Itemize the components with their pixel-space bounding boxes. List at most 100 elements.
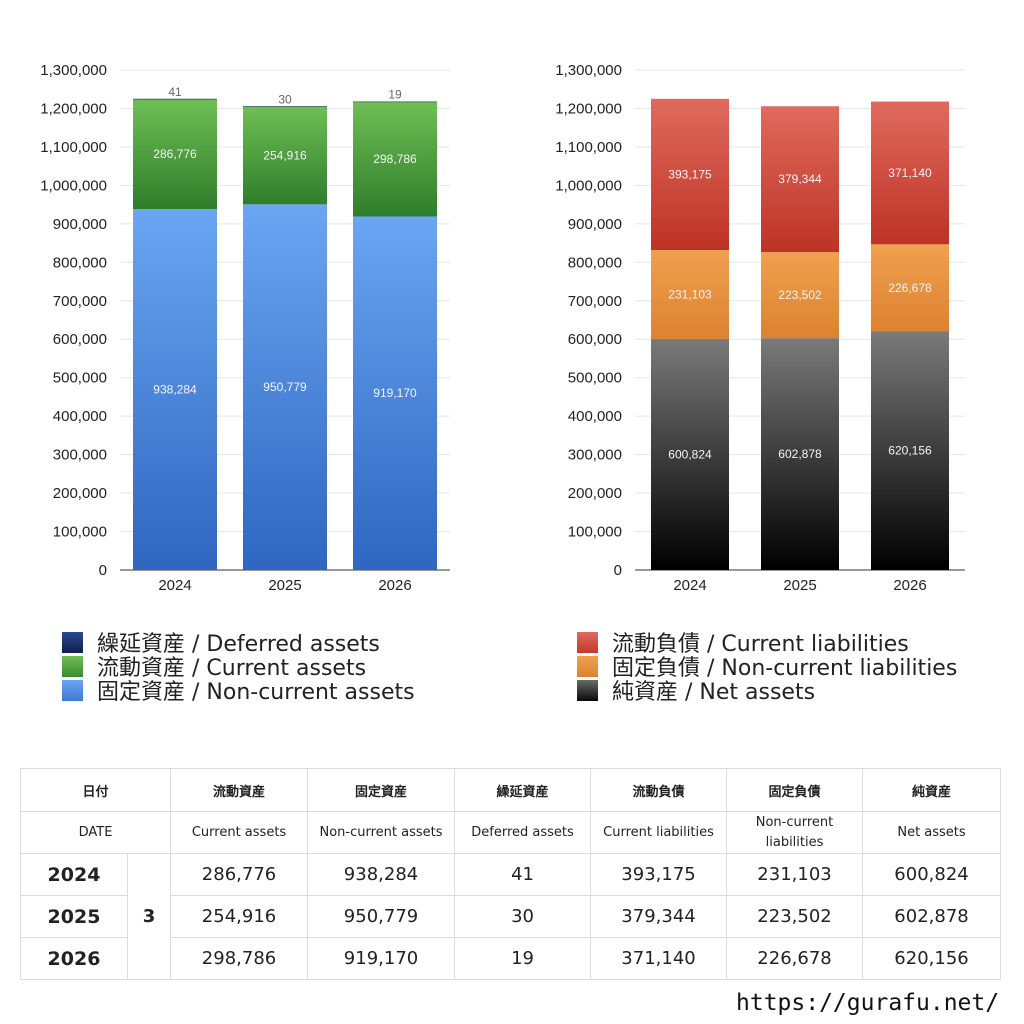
source-url: https://gurafu.net/ <box>736 990 1000 1016</box>
table-header-cell: Net assets <box>862 811 1002 854</box>
bar-segment <box>353 101 437 217</box>
assets-legend: 繰延資産 / Deferred assets 流動資産 / Current as… <box>62 630 415 705</box>
table-cell: 19 <box>454 937 592 980</box>
y-tick-label: 1,200,000 <box>555 100 622 117</box>
bar-segment <box>761 252 839 339</box>
bar-segment <box>133 98 217 100</box>
data-label: 371,140 <box>888 166 932 180</box>
table-cell: 223,502 <box>726 895 864 938</box>
table-header-row-jp: 日付 流動資産 固定資産 繰延資産 流動負債 固定負債 純資産 <box>19 768 1002 812</box>
table-cell: 393,175 <box>590 853 728 896</box>
table-cell: 620,156 <box>862 937 1002 980</box>
y-tick-label: 900,000 <box>53 216 107 233</box>
y-tick-label: 0 <box>614 562 622 579</box>
x-tick-label: 2025 <box>783 577 816 594</box>
data-label: 254,916 <box>263 148 307 162</box>
bar-segment <box>133 98 217 210</box>
data-label: 298,786 <box>373 152 417 166</box>
y-tick-label: 500,000 <box>53 370 107 387</box>
table-header-cell: 固定負債 <box>726 768 864 812</box>
bar-segment <box>651 98 729 251</box>
table-cell: 950,779 <box>307 895 456 938</box>
table-cell: 286,776 <box>170 853 309 896</box>
data-label: 30 <box>278 92 292 106</box>
table-header-cell: Current liabilities <box>590 811 728 854</box>
table-cell: 938,284 <box>307 853 456 896</box>
bar-segment <box>243 204 327 570</box>
table-cell: 226,678 <box>726 937 864 980</box>
data-label: 919,170 <box>373 386 417 400</box>
y-tick-label: 1,300,000 <box>40 62 107 79</box>
data-label: 393,175 <box>668 167 712 181</box>
y-tick-label: 400,000 <box>53 408 107 425</box>
table-cell: 919,170 <box>307 937 456 980</box>
y-tick-label: 400,000 <box>568 408 622 425</box>
table-header-cell: Deferred assets <box>454 811 592 854</box>
legend-swatch <box>62 631 83 653</box>
data-label: 379,344 <box>778 172 822 186</box>
legend-swatch <box>577 655 598 677</box>
table-cell: 371,140 <box>590 937 728 980</box>
x-tick-label: 2025 <box>268 577 301 594</box>
table-row: 2024 3 286,776 938,284 41 393,175 231,10… <box>20 853 1002 980</box>
data-label: 226,678 <box>888 281 932 295</box>
bar-segment <box>761 106 839 253</box>
table-cell: 602,878 <box>862 895 1002 938</box>
table-row: 2025 254,916 950,779 30 379,344 223,502 … <box>20 895 1002 938</box>
legend-swatch <box>62 655 83 677</box>
legend-swatch <box>577 679 598 701</box>
bar-segment <box>243 106 327 107</box>
y-tick-label: 300,000 <box>53 447 107 464</box>
table-cell-month: 3 <box>126 853 172 980</box>
bar-segment <box>871 331 949 570</box>
table-cell-year: 2026 <box>20 937 128 980</box>
y-tick-label: 600,000 <box>53 331 107 348</box>
data-label: 620,156 <box>888 444 932 458</box>
data-label: 223,502 <box>778 288 822 302</box>
y-tick-label: 0 <box>99 562 107 579</box>
x-tick-label: 2024 <box>158 577 191 594</box>
y-tick-label: 200,000 <box>53 485 107 502</box>
bar-segment <box>651 250 729 339</box>
y-tick-label: 1,000,000 <box>555 177 622 194</box>
y-tick-label: 100,000 <box>53 524 107 541</box>
legend-label: 繰延資産 / Deferred assets <box>97 632 380 657</box>
y-tick-label: 700,000 <box>53 293 107 310</box>
y-tick-label: 500,000 <box>568 370 622 387</box>
table-header-cell: 流動負債 <box>590 768 728 812</box>
y-tick-label: 1,100,000 <box>40 139 107 156</box>
assets-chart: 0 100,000 200,000 300,000 400,000 500,000 600,… <box>40 62 450 594</box>
table-header-cell: 流動資産 <box>170 768 309 812</box>
y-tick-label: 200,000 <box>568 485 622 502</box>
table-header-cell: 日付 <box>19 768 172 812</box>
table-cell: 30 <box>454 895 592 938</box>
legend-item-current-assets: 流動資産 / Current assets <box>62 654 415 681</box>
table-header-cell: 純資産 <box>862 768 1002 812</box>
data-label: 41 <box>168 85 182 99</box>
bar-segment <box>353 101 437 103</box>
table-cell: 254,916 <box>170 895 309 938</box>
legend-item-current-liabilities: 流動負債 / Current liabilities <box>577 630 957 657</box>
legend-item-deferred-assets: 繰延資産 / Deferred assets <box>62 630 415 657</box>
table-cell: 41 <box>454 853 592 896</box>
y-tick-label: 1,200,000 <box>40 100 107 117</box>
bar-segment <box>133 209 217 571</box>
bar-segment <box>651 338 729 570</box>
legend-label: 固定資産 / Non-current assets <box>97 680 415 705</box>
y-tick-label: 700,000 <box>568 293 622 310</box>
legend-item-net-assets: 純資産 / Net assets <box>577 678 957 705</box>
table-header-row-en: DATE Current assets Non-current assets D… <box>19 811 1002 854</box>
legend-label: 固定負債 / Non-current liabilities <box>612 656 958 681</box>
table-cell: 379,344 <box>590 895 728 938</box>
x-tick-label: 2026 <box>893 577 926 594</box>
legend-swatch <box>577 631 598 653</box>
liabilities-chart: 0 100,000 200,000 300,000 400,000 500,000 600,… <box>555 62 965 594</box>
bar-segment <box>871 244 949 332</box>
data-table: 日付 流動資産 固定資産 繰延資産 流動負債 固定負債 純資産 DATE Cur… <box>19 768 1002 980</box>
x-tick-label: 2024 <box>673 577 706 594</box>
y-tick-label: 600,000 <box>568 331 622 348</box>
bar-segment <box>761 338 839 570</box>
data-label: 286,776 <box>153 147 197 161</box>
bar-segment <box>353 216 437 570</box>
y-tick-label: 1,300,000 <box>555 62 622 79</box>
